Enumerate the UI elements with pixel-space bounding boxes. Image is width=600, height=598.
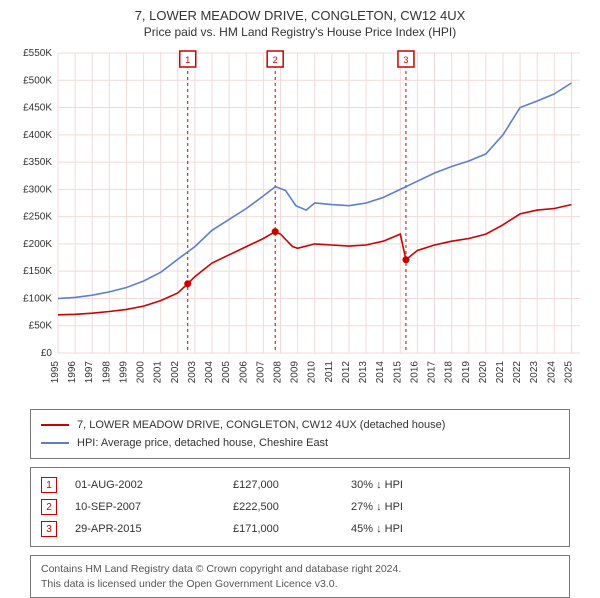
- svg-text:2013: 2013: [358, 361, 369, 384]
- svg-text:2000: 2000: [136, 361, 147, 384]
- svg-text:£500K: £500K: [23, 75, 52, 86]
- chart-title-block: 7, LOWER MEADOW DRIVE, CONGLETON, CW12 4…: [0, 0, 600, 43]
- svg-text:2019: 2019: [461, 361, 472, 384]
- chart-area: £0 £50K £100K £150K £200K £250K £300K £350K £400…: [10, 43, 590, 403]
- svg-text:2012: 2012: [341, 361, 352, 384]
- svg-text:1995: 1995: [50, 361, 61, 384]
- legend-row: HPI: Average price, detached house, Ches…: [41, 434, 559, 452]
- svg-text:2006: 2006: [238, 361, 249, 384]
- svg-text:2020: 2020: [478, 361, 489, 384]
- svg-text:1997: 1997: [84, 361, 95, 384]
- svg-text:£100K: £100K: [23, 293, 52, 304]
- svg-text:2005: 2005: [221, 361, 232, 384]
- sale-delta: 27% ↓ HPI: [351, 501, 471, 513]
- svg-text:£550K: £550K: [23, 48, 52, 59]
- svg-text:2011: 2011: [324, 361, 335, 383]
- sale-price: £127,000: [233, 479, 333, 491]
- sales-row: 3 29-APR-2015 £171,000 45% ↓ HPI: [41, 518, 559, 540]
- legend-swatch: [41, 442, 69, 444]
- svg-text:£350K: £350K: [23, 157, 52, 168]
- sale-date: 29-APR-2015: [75, 523, 215, 535]
- svg-text:2015: 2015: [392, 361, 403, 384]
- sale-date: 10-SEP-2007: [75, 501, 215, 513]
- legend-swatch: [41, 424, 69, 426]
- footer-line1: Contains HM Land Registry data © Crown c…: [41, 562, 559, 577]
- svg-text:2014: 2014: [375, 361, 386, 384]
- legend-row: 7, LOWER MEADOW DRIVE, CONGLETON, CW12 4…: [41, 416, 559, 434]
- svg-text:2018: 2018: [444, 361, 455, 384]
- sale-date: 01-AUG-2002: [75, 479, 215, 491]
- footer-attribution: Contains HM Land Registry data © Crown c…: [30, 555, 570, 598]
- svg-text:2016: 2016: [409, 361, 420, 384]
- svg-text:2008: 2008: [272, 361, 283, 384]
- sale-price: £222,500: [233, 501, 333, 513]
- svg-text:2004: 2004: [204, 361, 215, 384]
- svg-text:£200K: £200K: [23, 239, 52, 250]
- svg-text:2001: 2001: [153, 361, 164, 384]
- svg-text:2023: 2023: [529, 361, 540, 384]
- footer-line2: This data is licensed under the Open Gov…: [41, 577, 559, 592]
- svg-text:2010: 2010: [307, 361, 318, 384]
- svg-text:1996: 1996: [67, 361, 78, 384]
- svg-text:£400K: £400K: [23, 130, 52, 141]
- sale-badge: 1: [41, 477, 57, 493]
- svg-text:1999: 1999: [118, 361, 129, 384]
- svg-text:£150K: £150K: [23, 266, 52, 277]
- svg-text:2022: 2022: [512, 361, 523, 384]
- svg-text:£0: £0: [41, 348, 53, 359]
- svg-text:1: 1: [185, 55, 190, 65]
- svg-text:2025: 2025: [563, 361, 574, 384]
- line-chart-svg: £0 £50K £100K £150K £200K £250K £300K £350K £400…: [10, 43, 590, 403]
- sale-badge: 2: [41, 499, 57, 515]
- legend-box: 7, LOWER MEADOW DRIVE, CONGLETON, CW12 4…: [30, 409, 570, 459]
- sale-delta: 45% ↓ HPI: [351, 523, 471, 535]
- legend-label: HPI: Average price, detached house, Ches…: [77, 437, 328, 449]
- legend-label: 7, LOWER MEADOW DRIVE, CONGLETON, CW12 4…: [77, 419, 445, 431]
- title-line2: Price paid vs. HM Land Registry's House …: [10, 25, 590, 39]
- title-line1: 7, LOWER MEADOW DRIVE, CONGLETON, CW12 4…: [10, 8, 590, 23]
- svg-text:£250K: £250K: [23, 212, 52, 223]
- svg-text:2017: 2017: [427, 361, 438, 384]
- sale-delta: 30% ↓ HPI: [351, 479, 471, 491]
- svg-text:1998: 1998: [101, 361, 112, 384]
- svg-text:£450K: £450K: [23, 103, 52, 114]
- svg-text:2021: 2021: [495, 361, 506, 384]
- sales-row: 2 10-SEP-2007 £222,500 27% ↓ HPI: [41, 496, 559, 518]
- svg-text:3: 3: [403, 55, 408, 65]
- svg-text:2007: 2007: [255, 361, 266, 384]
- svg-text:£300K: £300K: [23, 184, 52, 195]
- sale-badge: 3: [41, 521, 57, 537]
- svg-text:2: 2: [273, 55, 278, 65]
- svg-text:2003: 2003: [187, 361, 198, 384]
- svg-text:2024: 2024: [546, 361, 557, 384]
- sales-table: 1 01-AUG-2002 £127,000 30% ↓ HPI 2 10-SEP-200…: [30, 467, 570, 547]
- sale-price: £171,000: [233, 523, 333, 535]
- svg-text:£50K: £50K: [29, 321, 53, 332]
- svg-text:2009: 2009: [290, 361, 301, 384]
- sales-row: 1 01-AUG-2002 £127,000 30% ↓ HPI: [41, 474, 559, 496]
- svg-text:2002: 2002: [170, 361, 181, 384]
